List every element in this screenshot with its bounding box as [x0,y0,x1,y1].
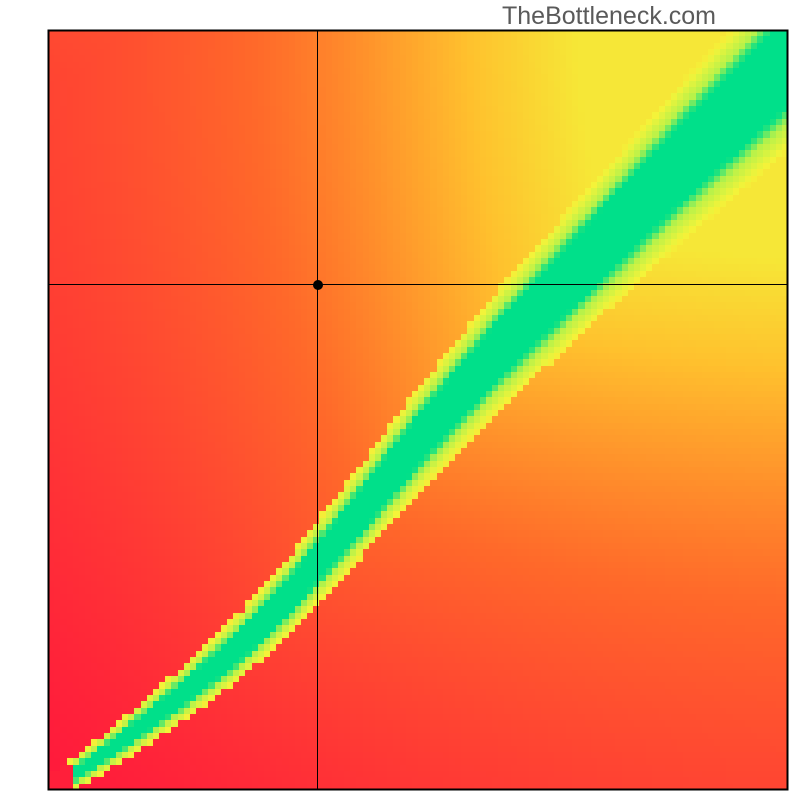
crosshair-vertical [317,30,318,790]
bottleneck-heatmap [0,0,800,800]
crosshair-point [313,280,323,290]
crosshair-horizontal [48,284,788,285]
chart-container: { "meta": { "source_watermark": "TheBott… [0,0,800,800]
source-watermark: TheBottleneck.com [502,2,716,31]
